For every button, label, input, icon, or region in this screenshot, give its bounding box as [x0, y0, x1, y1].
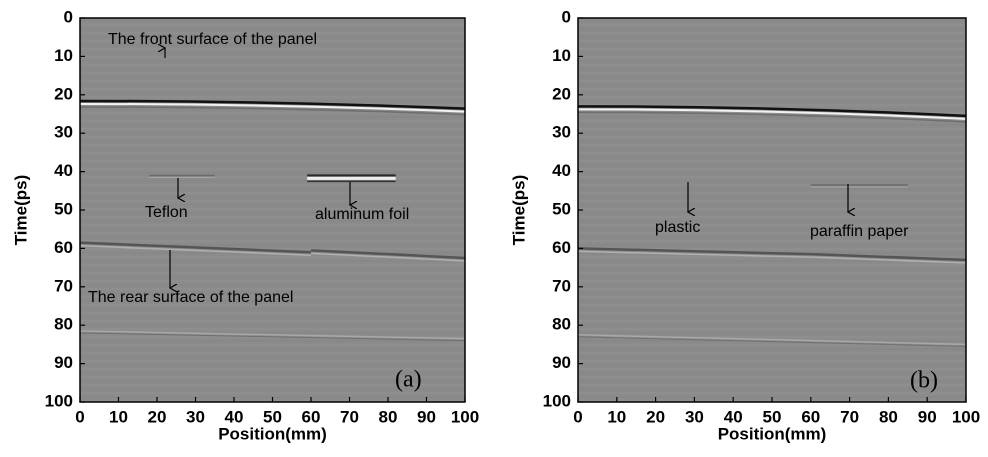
x-axis-label: Position(mm) [218, 424, 327, 443]
x-tick-label: 100 [451, 407, 479, 426]
y-tick-label: 90 [54, 353, 73, 372]
panel-label: (b) [910, 368, 938, 394]
rear-echo-light [577, 250, 967, 264]
y-axis-label: Time(ps) [509, 175, 528, 246]
y-tick-label: 100 [45, 391, 73, 410]
y-tick-label: 20 [54, 84, 73, 103]
x-tick-label: 90 [417, 407, 436, 426]
annotation: aluminum foil [315, 206, 409, 223]
rear-echo-dark [79, 241, 466, 260]
y-tick-label: 50 [54, 199, 73, 218]
front-echo-light [577, 108, 967, 120]
y-tick-label: 70 [552, 276, 571, 295]
x-tick-label: 100 [952, 407, 980, 426]
x-tick-label: 70 [840, 407, 859, 426]
x-tick-label: 30 [186, 407, 205, 426]
annotation: paraffin paper [810, 223, 909, 240]
x-tick-label: 80 [879, 407, 898, 426]
y-axis-label: Time(ps) [11, 175, 30, 246]
y-tick-label: 20 [552, 84, 571, 103]
x-tick-label: 40 [724, 407, 743, 426]
x-tick-label: 20 [148, 407, 167, 426]
x-tick-label: 50 [263, 407, 282, 426]
faint-echo [577, 334, 967, 346]
panel-label: (a) [395, 367, 422, 393]
x-tick-label: 70 [340, 407, 359, 426]
front-echo-dark [577, 105, 967, 118]
x-tick-label: 0 [75, 407, 84, 426]
front-echo-shadow [79, 106, 466, 116]
x-tick-label: 80 [379, 407, 398, 426]
annotation: The rear surface of the panel [88, 289, 293, 306]
y-tick-label: 0 [562, 7, 571, 26]
x-tick-label: 10 [607, 407, 626, 426]
front-echo-dark [79, 99, 466, 110]
faint-echo [79, 332, 466, 342]
y-tick-label: 60 [54, 238, 73, 257]
x-tick-label: 50 [763, 407, 782, 426]
y-tick-label: 80 [552, 315, 571, 334]
y-tick-label: 50 [552, 199, 571, 218]
y-tick-label: 60 [552, 238, 571, 257]
x-tick-label: 20 [646, 407, 665, 426]
rear-echo-dark [577, 247, 967, 262]
y-tick-label: 30 [552, 123, 571, 142]
annotation: plastic [655, 219, 700, 236]
y-tick-label: 40 [552, 161, 571, 180]
x-tick-label: 10 [109, 407, 128, 426]
y-tick-label: 100 [543, 391, 571, 410]
y-tick-label: 30 [54, 123, 73, 142]
x-tick-label: 30 [685, 407, 704, 426]
x-tick-label: 0 [573, 407, 582, 426]
x-tick-label: 60 [801, 407, 820, 426]
y-tick-label: 10 [552, 46, 571, 65]
y-tick-label: 90 [552, 353, 571, 372]
y-tick-label: 0 [64, 7, 73, 26]
x-axis-label: Position(mm) [718, 424, 827, 443]
x-tick-label: 60 [302, 407, 321, 426]
annotation: Teflon [145, 204, 188, 221]
x-tick-label: 90 [918, 407, 937, 426]
y-tick-label: 80 [54, 315, 73, 334]
annotation: The front surface of the panel [108, 31, 317, 48]
front-echo-shadow [577, 111, 967, 123]
rear-echo-light [79, 244, 466, 262]
y-tick-label: 70 [54, 276, 73, 295]
faint-echo [577, 336, 967, 347]
scan-image [578, 18, 966, 402]
y-tick-label: 10 [54, 46, 73, 65]
front-echo-light [79, 102, 466, 113]
faint-echo [79, 330, 466, 340]
y-tick-label: 40 [54, 161, 73, 180]
x-tick-label: 40 [225, 407, 244, 426]
